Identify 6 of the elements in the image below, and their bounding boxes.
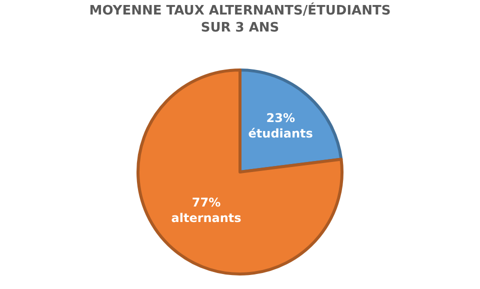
pie-slice (136, 68, 344, 276)
data-label: 77% (192, 195, 221, 210)
data-label: 23% (266, 111, 295, 126)
chart-title: MOYENNE TAUX ALTERNANTS/ÉTUDIANTS SUR 3 ANS (89, 1, 391, 36)
slice-label: étudiants (248, 126, 313, 141)
slice-label: alternants (171, 211, 242, 226)
